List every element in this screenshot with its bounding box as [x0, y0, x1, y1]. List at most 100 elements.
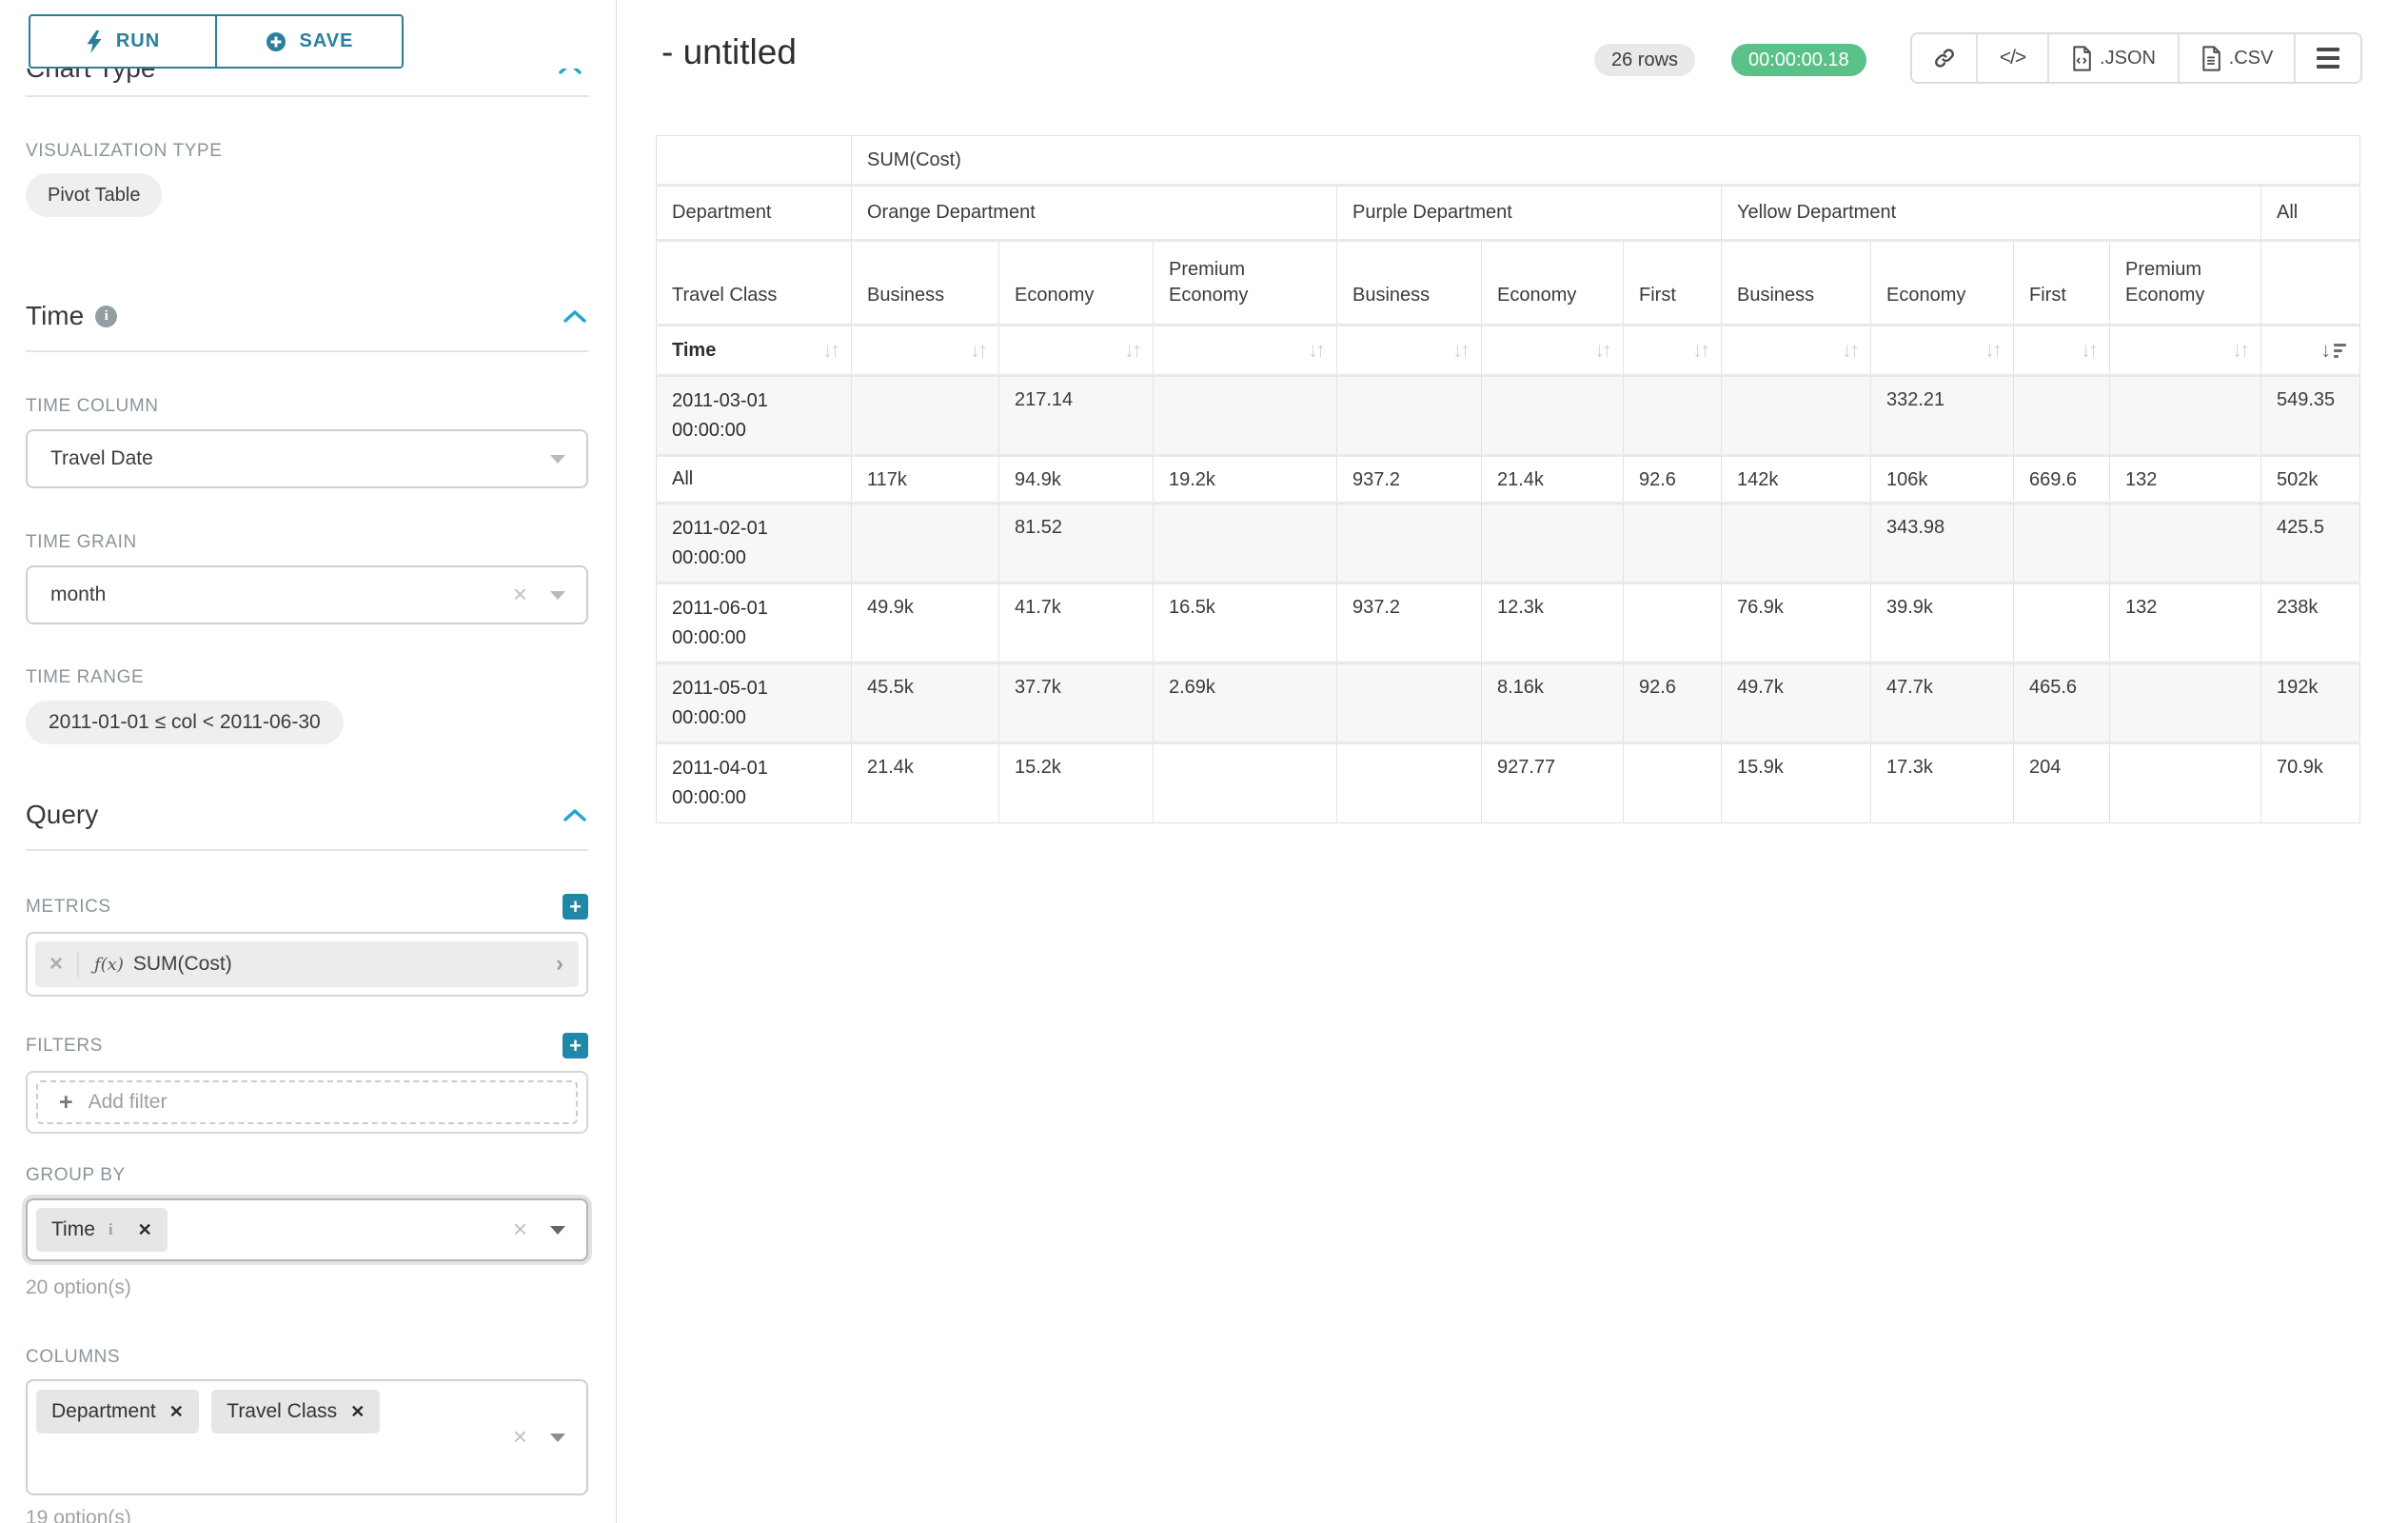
clear-icon[interactable]: × [512, 1421, 527, 1451]
copy-link-button[interactable] [1912, 34, 1976, 82]
col-header: First [2013, 239, 2110, 326]
columns-label: COLUMNS [26, 1347, 121, 1367]
query-section-header: Query [26, 800, 588, 830]
column-group-purple: Purple Department [1336, 184, 1722, 241]
time-column-select[interactable]: Travel Date [26, 429, 588, 488]
columns-tag-travel-class[interactable]: Travel Class ✕ [211, 1390, 381, 1434]
metric-item[interactable]: × ƒ(x) SUM(Cost) › [35, 941, 579, 987]
sort-toggle-icon[interactable]: ↓↑ [822, 338, 840, 362]
csv-label: .CSV [2228, 47, 2274, 69]
group-by-select[interactable]: Time i ✕ × [26, 1198, 588, 1261]
col-header: Business [1721, 239, 1871, 326]
plus-circle-icon [266, 31, 286, 52]
column-group-orange: Orange Department [851, 184, 1337, 241]
add-filter-dropzone[interactable]: + Add filter [36, 1080, 578, 1124]
col-header: Economy [1870, 239, 2014, 326]
save-button[interactable]: SAVE [216, 14, 404, 69]
column-group-all: All [2260, 184, 2360, 241]
chevron-up-icon[interactable] [557, 69, 583, 75]
sort-toggle-icon[interactable]: ↓↑ [1308, 338, 1326, 362]
visualization-type-label: VISUALIZATION TYPE [26, 141, 223, 161]
travel-class-axis-label: Travel Class [656, 239, 852, 326]
columns-helper: 19 option(s) [26, 1507, 131, 1523]
col-header: Business [1336, 239, 1482, 326]
sort-toggle-icon[interactable]: ↓↑ [1594, 338, 1612, 362]
time-section-header: Time i [26, 301, 588, 331]
export-csv-button[interactable]: .CSV [2178, 34, 2294, 82]
travel-class-header-row: Travel Class Business Economy Premium Ec… [656, 239, 2360, 326]
sort-toggle-icon[interactable]: ↓↑ [1842, 338, 1860, 362]
divider [26, 95, 589, 97]
divider [26, 849, 588, 851]
row-label: All [656, 454, 852, 504]
sort-toggle-icon[interactable]: ↓↑ [1452, 338, 1470, 362]
json-file-icon [2071, 45, 2092, 71]
info-icon: i [95, 305, 118, 327]
time-column-label: TIME COLUMN [26, 396, 159, 416]
caret-down-icon [550, 1434, 565, 1442]
sort-toggle-icon[interactable]: ↓↑ [2232, 338, 2250, 362]
chevron-up-icon[interactable] [562, 308, 588, 324]
col-header-empty [2260, 239, 2360, 326]
metric-name: SUM(Cost) [132, 953, 232, 975]
sort-row: Time ↓↑ ↓↑ ↓↑ ↓↑ ↓↑ ↓↑ ↓↑ ↓↑ ↓↑ ↓↑ ↓↑ ↓ [656, 324, 2360, 376]
sort-descending-icon[interactable]: ↓ [2320, 338, 2347, 363]
run-button[interactable]: RUN [29, 14, 216, 69]
query-duration-badge: 00:00:00.18 [1731, 44, 1866, 76]
chart-title[interactable]: - untitled [661, 32, 797, 71]
time-column-value: Travel Date [50, 447, 153, 469]
remove-tag-icon[interactable]: ✕ [168, 1401, 184, 1421]
remove-tag-icon[interactable]: ✕ [137, 1219, 152, 1239]
row-label: 2011-04-01 00:00:00 [656, 742, 852, 823]
clear-icon[interactable]: × [512, 1214, 527, 1243]
divider [26, 350, 588, 352]
pivot-table: SUM(Cost) Department Orange Department P… [656, 135, 2361, 823]
tag-label: Travel Class [227, 1400, 338, 1422]
filters-control: + Add filter [26, 1071, 588, 1134]
metrics-control: × ƒ(x) SUM(Cost) › [26, 932, 588, 997]
section-chart-type: Chart Type [26, 69, 589, 97]
group-by-tag-time[interactable]: Time i ✕ [36, 1208, 168, 1252]
time-range-value[interactable]: 2011-01-01 ≤ col < 2011-06-30 [26, 701, 344, 744]
department-axis-label: Department [656, 184, 852, 241]
sort-toggle-icon[interactable]: ↓↑ [970, 338, 988, 362]
metrics-label: METRICS [26, 896, 111, 917]
col-header: Economy [998, 239, 1154, 326]
add-filter-button[interactable]: + [563, 1033, 588, 1058]
chart-type-heading: Chart Type [26, 69, 155, 84]
add-filter-placeholder: Add filter [88, 1091, 168, 1113]
visualization-type-value[interactable]: Pivot Table [26, 173, 163, 217]
columns-tag-department[interactable]: Department ✕ [36, 1390, 199, 1434]
table-row: 2011-05-01 00:00:00 45.5k 37.7k 2.69k 8.1… [656, 662, 2360, 743]
sort-toggle-icon[interactable]: ↓↑ [1692, 338, 1710, 362]
time-grain-label: TIME GRAIN [26, 532, 137, 552]
remove-tag-icon[interactable]: ✕ [350, 1401, 365, 1421]
clear-icon[interactable]: × [512, 579, 527, 608]
metric-header-row: SUM(Cost) [657, 135, 2360, 186]
caret-down-icon [550, 591, 565, 600]
tag-label: Department [51, 1400, 156, 1422]
columns-select[interactable]: Department ✕ Travel Class ✕ × [26, 1379, 588, 1495]
sort-toggle-icon[interactable]: ↓↑ [1984, 338, 2003, 362]
add-metric-button[interactable]: + [563, 894, 588, 920]
export-json-button[interactable]: .JSON [2047, 34, 2178, 82]
column-group-yellow: Yellow Department [1721, 184, 2261, 241]
remove-metric-icon[interactable]: × [35, 951, 79, 978]
more-menu-button[interactable] [2294, 34, 2360, 82]
sort-toggle-icon[interactable]: ↓↑ [2081, 338, 2099, 362]
chevron-right-icon[interactable]: › [556, 951, 563, 977]
col-header: First [1623, 239, 1722, 326]
corner-cell [657, 136, 852, 186]
view-query-button[interactable]: </> [1976, 34, 2047, 82]
chevron-up-icon[interactable] [562, 807, 588, 822]
col-header: Economy [1481, 239, 1624, 326]
time-grain-select[interactable]: month × [26, 565, 588, 624]
caret-down-icon [550, 1226, 565, 1235]
col-header: Premium Economy [2109, 239, 2261, 326]
sort-toggle-icon[interactable]: ↓↑ [1124, 338, 1142, 362]
function-icon: ƒ(x) [94, 954, 124, 975]
run-button-label: RUN [115, 30, 161, 51]
info-icon: i [108, 1220, 113, 1238]
export-toolbar: </> .JSON .CSV [1910, 32, 2362, 84]
